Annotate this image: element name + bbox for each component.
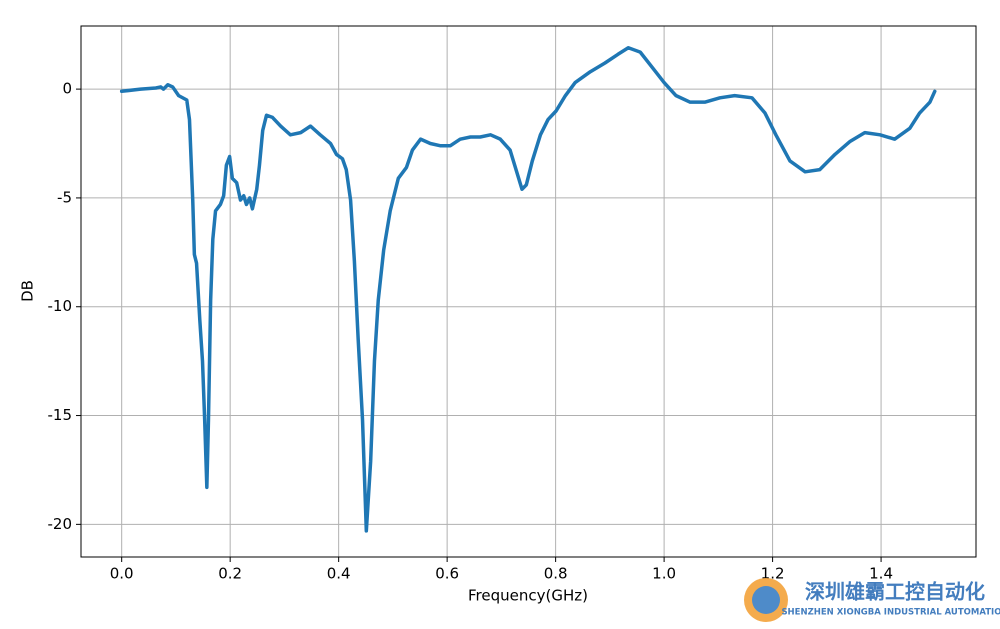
x-tick-label: 0.8	[544, 565, 568, 583]
plot	[119, 46, 937, 533]
x-tick-label: 1.4	[869, 565, 893, 583]
y-tick-label: -10	[48, 297, 73, 315]
x-tick-label: 0.0	[110, 565, 134, 583]
y-tick-label: 0	[62, 80, 72, 98]
data-line	[119, 46, 937, 533]
x-axis-label: Frequency(GHz)	[468, 587, 588, 605]
axes-frame	[80, 25, 977, 558]
x-tick-label: 1.2	[761, 565, 785, 583]
y-axis-label: DB	[19, 280, 37, 302]
logo-inner	[752, 586, 780, 614]
x-tick-label: 0.4	[327, 565, 351, 583]
x-tick-label: 1.0	[652, 565, 676, 583]
watermark-subtitle: SHENZHEN XIONGBA INDUSTRIAL AUTOMATION	[781, 608, 1000, 618]
y-tick-label: -5	[57, 188, 72, 206]
watermark-title: 深圳雄霸工控自动化	[805, 580, 985, 604]
y-tick-label: -20	[48, 515, 73, 533]
ticks: 0.0 0.2 0.4 0.6 0.8 1.0 1.2 1.4 0 -5 -10 -15 -20	[48, 80, 894, 583]
grid	[81, 26, 976, 557]
x-tick-label: 0.6	[435, 565, 459, 583]
y-tick-label: -15	[48, 406, 73, 424]
x-tick-label: 0.2	[218, 565, 242, 583]
watermark: 深圳雄霸工控自动化 SHENZHEN XIONGBA INDUSTRIAL AU…	[744, 578, 1000, 622]
